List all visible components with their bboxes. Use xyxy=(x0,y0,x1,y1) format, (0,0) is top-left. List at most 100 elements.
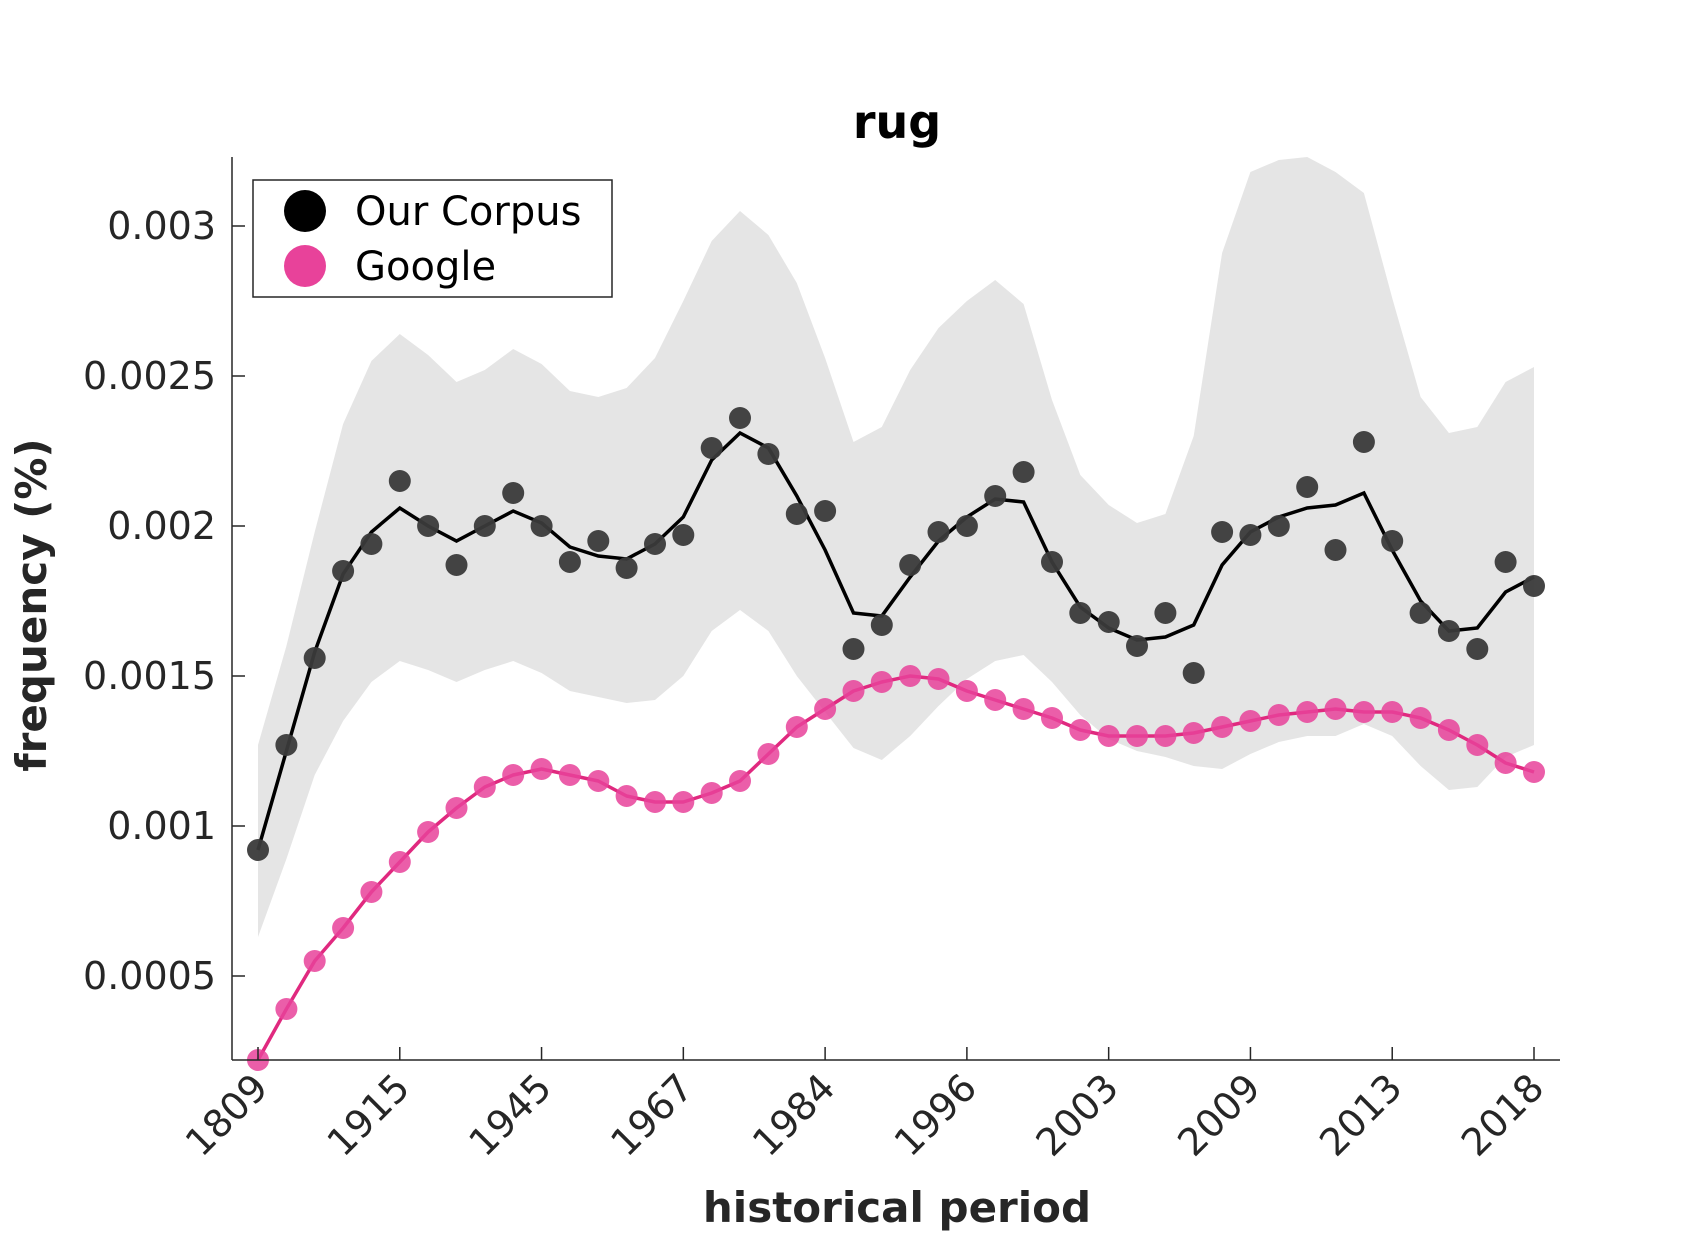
y-tick-label: 0.0005 xyxy=(83,954,216,998)
x-tick-label: 2003 xyxy=(1028,1065,1128,1165)
google-point xyxy=(1012,698,1035,720)
legend-marker-our-corpus xyxy=(284,190,326,232)
our-corpus-point xyxy=(417,515,440,537)
our-corpus-point xyxy=(1267,515,1290,537)
x-tick-label: 2009 xyxy=(1169,1065,1269,1165)
our-corpus-point xyxy=(1182,662,1205,684)
chart-title: rug xyxy=(853,95,941,149)
our-corpus-point xyxy=(1012,461,1035,483)
our-corpus-point xyxy=(473,515,496,537)
our-corpus-point xyxy=(587,530,610,552)
our-corpus-point xyxy=(927,521,950,543)
x-tick-label: 2013 xyxy=(1311,1065,1411,1165)
google-point xyxy=(417,821,440,843)
x-tick-label: 1809 xyxy=(177,1065,277,1165)
google-point xyxy=(955,680,978,702)
google-trend-line xyxy=(256,674,1535,1061)
our-corpus-point xyxy=(1239,524,1262,546)
google-point xyxy=(1097,725,1120,747)
google-point xyxy=(1126,725,1148,747)
google-point xyxy=(1069,719,1092,741)
google-point xyxy=(1239,710,1262,732)
our-corpus-point xyxy=(1154,602,1177,624)
our-corpus-point xyxy=(1211,521,1234,543)
our-corpus-point xyxy=(1296,476,1319,498)
our-corpus-point xyxy=(785,503,808,525)
our-corpus-point xyxy=(388,470,411,492)
x-tick-label: 2018 xyxy=(1453,1065,1553,1165)
our-corpus-trend-line xyxy=(256,430,1535,851)
our-corpus-point xyxy=(530,515,553,537)
data-point-layer xyxy=(247,407,1545,1071)
our-corpus-point xyxy=(1126,635,1148,657)
our-corpus-point xyxy=(984,485,1007,507)
google-point xyxy=(729,770,751,792)
x-tick-label: 1945 xyxy=(460,1065,560,1165)
x-tick-label: 1984 xyxy=(744,1065,844,1165)
google-point xyxy=(445,797,468,819)
our-corpus-point xyxy=(360,533,383,555)
our-corpus-point xyxy=(644,533,666,555)
google-point xyxy=(1296,701,1319,723)
our-corpus-point xyxy=(899,554,922,576)
google-point xyxy=(757,743,780,765)
legend-marker-google xyxy=(284,245,326,287)
our-corpus-point xyxy=(1494,551,1517,573)
google-point xyxy=(1041,707,1063,729)
y-tick-label: 0.0015 xyxy=(83,654,216,698)
google-point xyxy=(502,764,525,786)
google-point xyxy=(842,680,865,702)
google-point xyxy=(473,776,496,798)
our-corpus-point xyxy=(814,500,837,522)
our-corpus-point xyxy=(445,554,468,576)
x-axis-title: historical period xyxy=(703,1183,1091,1232)
our-corpus-point xyxy=(247,839,269,861)
our-corpus-point xyxy=(1437,620,1460,642)
our-corpus-point xyxy=(700,437,723,459)
google-point xyxy=(1523,761,1545,783)
our-corpus-point xyxy=(757,443,780,465)
our-corpus-point xyxy=(1352,431,1375,453)
google-point xyxy=(1154,725,1177,747)
google-point xyxy=(1182,722,1205,744)
google-point xyxy=(615,785,638,807)
y-tick-label: 0.003 xyxy=(107,204,216,248)
google-point xyxy=(1352,701,1375,723)
y-axis-title: frequency (%) xyxy=(7,438,56,771)
legend: Our Corpus Google xyxy=(252,179,613,298)
google-point xyxy=(275,998,298,1020)
y-tick-label: 0.001 xyxy=(107,804,216,848)
google-point xyxy=(1381,701,1404,723)
google-point xyxy=(587,770,610,792)
google-point xyxy=(388,851,411,873)
google-point xyxy=(927,668,950,690)
our-corpus-point xyxy=(1041,551,1063,573)
our-corpus-point xyxy=(1069,602,1092,624)
google-point xyxy=(558,764,581,786)
google-point xyxy=(1211,716,1234,738)
x-tick-label: 1915 xyxy=(319,1065,419,1165)
confidence-band xyxy=(258,157,1534,937)
google-point xyxy=(785,716,808,738)
y-tick-label: 0.002 xyxy=(107,504,216,548)
google-point xyxy=(303,950,326,972)
our-corpus-point xyxy=(955,515,978,537)
google-point xyxy=(1466,734,1489,756)
our-corpus-point xyxy=(615,557,638,579)
google-point xyxy=(1324,698,1347,720)
our-corpus-point xyxy=(672,524,695,546)
x-tick-label: 1996 xyxy=(886,1065,986,1165)
google-point xyxy=(870,671,893,693)
google-point xyxy=(672,791,695,813)
google-point xyxy=(1267,704,1290,726)
our-corpus-point xyxy=(275,734,298,756)
trend-line-layer xyxy=(256,430,1535,1061)
legend-label-our-corpus: Our Corpus xyxy=(355,189,581,235)
our-corpus-point xyxy=(332,560,355,582)
google-point xyxy=(644,791,666,813)
our-corpus-point xyxy=(1324,539,1347,561)
y-tick-label: 0.0025 xyxy=(83,354,216,398)
our-corpus-point xyxy=(1097,611,1120,633)
our-corpus-point xyxy=(842,638,865,660)
